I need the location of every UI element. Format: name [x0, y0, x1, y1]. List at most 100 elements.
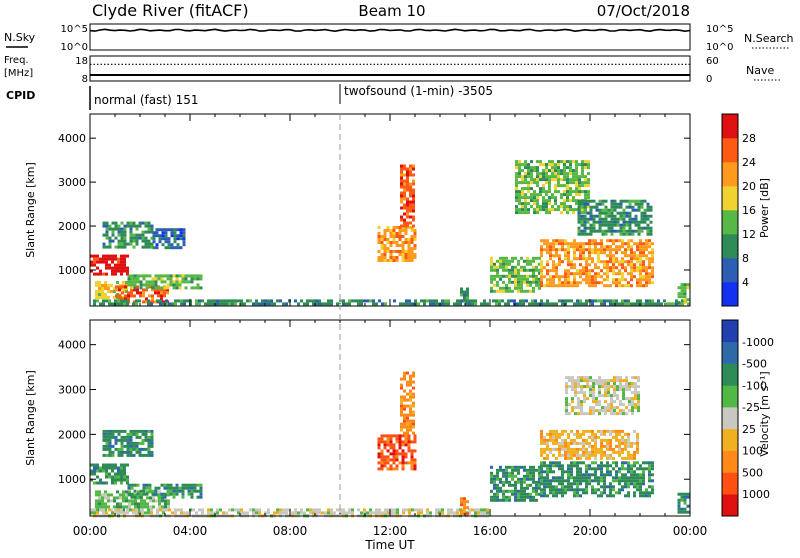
velocity-region-11 [460, 497, 469, 516]
power-region-10 [540, 239, 654, 288]
time-axis-ticks: 00:00 04:00 08:00 12:00 16:00 20:00 00:00 [73, 524, 708, 538]
cpid-mode-0: normal (fast) 151 [94, 93, 198, 107]
velocity-region-10 [565, 376, 640, 416]
power-region-8 [400, 164, 415, 228]
time-tick-label-6: 00:00 [673, 524, 708, 538]
time-tick-label-2: 08:00 [273, 524, 308, 538]
power-region-5 [152, 228, 186, 250]
velocity-colorbar-swatch-4 [722, 407, 738, 430]
velocity-colorbar-tick-1: 500 [742, 466, 763, 479]
power-region-3 [127, 274, 203, 290]
power-colorbar-tick-1: 8 [742, 252, 749, 265]
nsky-trace [89, 28, 691, 33]
power-colorbar-tick-3: 16 [742, 204, 756, 217]
power-colorbar-swatch-2 [722, 234, 738, 259]
power-ytick-label-2: 3000 [58, 176, 86, 189]
velocity-region-8 [540, 461, 654, 498]
velocity-colorbar-swatch-7 [722, 341, 738, 364]
velocity-region-6 [400, 371, 415, 435]
power-heatmap [90, 160, 690, 306]
velocity-region-12 [677, 492, 690, 514]
nsky-left-tick-bottom: 10^0 [61, 42, 88, 53]
velocity-ylabel: Slant Range [km] [24, 370, 37, 466]
velocity-colorbar: 1000 500 100 25 -25 -100 -500 -1000 [721, 319, 774, 517]
power-region-12 [577, 199, 653, 236]
power-region-4 [102, 221, 154, 249]
power-colorbar-frame [721, 113, 739, 307]
power-colorbar-swatch-4 [722, 186, 738, 211]
power-colorbar-tick-2: 12 [742, 228, 756, 241]
power-ytick-label-3: 4000 [58, 132, 86, 145]
power-colorbar-swatch-5 [722, 162, 738, 187]
velocity-colorbar-swatch-6 [722, 363, 738, 386]
freq-left-tick-bottom: 8 [82, 74, 88, 85]
power-region-1 [95, 281, 128, 299]
nsky-panel [89, 23, 691, 51]
power-colorbar: 4 8 12 16 20 24 28 [721, 113, 756, 307]
velocity-region-3 [102, 429, 154, 457]
nave-right-tick-bottom: 0 [706, 74, 712, 85]
velocity-y-ticks: 1000 2000 3000 4000 [58, 339, 690, 486]
velocity-colorbar-tick-0: 1000 [742, 488, 770, 501]
date-title: 07/Oct/2018 [597, 2, 690, 20]
power-colorbar-swatch-6 [722, 138, 738, 163]
velocity-colorbar-swatch-5 [722, 385, 738, 408]
velocity-colorbar-tick-7: -1000 [742, 336, 774, 349]
velocity-colorbar-swatch-0 [722, 494, 738, 517]
velocity-region-2 [127, 483, 203, 499]
power-colorbar-tick-0: 4 [742, 276, 749, 289]
velocity-ytick-label-1: 2000 [58, 428, 86, 441]
power-ytick-label-1: 2000 [58, 220, 86, 233]
nsearch-label: N.Search [744, 32, 794, 45]
nsky-left-tick-top: 10^5 [61, 24, 88, 35]
time-tick-label-5: 20:00 [573, 524, 608, 538]
nsky-right-tick-top: 10^5 [706, 24, 733, 35]
velocity-x-ticks [89, 320, 691, 516]
power-ylabel: Slant Range [km] [24, 162, 37, 258]
power-region-6 [93, 299, 690, 306]
velocity-colorbar-tick-3: 25 [742, 423, 756, 436]
velocity-colorbar-tick-4: -25 [742, 401, 760, 414]
power-colorbar-swatch-3 [722, 210, 738, 235]
time-tick-label-3: 12:00 [373, 524, 408, 538]
velocity-ytick-label-3: 4000 [58, 339, 86, 352]
time-tick-label-4: 16:00 [473, 524, 508, 538]
velocity-region-0 [90, 463, 129, 485]
velocity-colorbar-label: Velocity [m s⁻¹] [758, 371, 771, 456]
power-y-ticks: 1000 2000 3000 4000 [58, 132, 690, 277]
velocity-colorbar-tick-2: 100 [742, 445, 763, 458]
power-region-7 [377, 226, 417, 262]
velocity-colorbar-frame [721, 319, 739, 517]
velocity-heatmap [90, 371, 690, 518]
power-region-9 [490, 256, 541, 293]
velocity-region-7 [490, 465, 541, 502]
velocity-ytick-label-0: 1000 [58, 473, 86, 486]
power-colorbar-tick-4: 20 [742, 180, 756, 193]
power-colorbar-swatch-7 [722, 114, 738, 139]
power-region-14 [677, 283, 690, 305]
power-region-13 [460, 287, 469, 303]
power-x-ticks [89, 114, 691, 306]
nave-right-tick-top: 60 [706, 56, 719, 67]
power-region-11 [515, 160, 590, 215]
freq-left-tick-top: 18 [75, 56, 88, 67]
velocity-colorbar-swatch-8 [722, 320, 738, 343]
velocity-region-5 [377, 434, 417, 471]
power-ytick-label-0: 1000 [58, 264, 86, 277]
freq-panel [89, 55, 691, 82]
velocity-colorbar-tick-6: -500 [742, 358, 767, 371]
nsky-label: N.Sky [4, 31, 36, 44]
freq-unit-label: [MHz] [4, 68, 33, 79]
power-colorbar-label: Power [dB] [758, 178, 771, 238]
velocity-colorbar-swatch-2 [722, 450, 738, 473]
power-colorbar-swatch-1 [722, 258, 738, 283]
power-colorbar-swatch-0 [722, 282, 738, 307]
beam-title: Beam 10 [358, 2, 425, 20]
station-title: Clyde River (fitACF) [92, 1, 249, 20]
velocity-colorbar-swatch-3 [722, 428, 738, 451]
power-colorbar-tick-5: 24 [742, 156, 756, 169]
time-axis-label: Time UT [364, 538, 415, 552]
cpid-label: CPID [6, 89, 35, 102]
